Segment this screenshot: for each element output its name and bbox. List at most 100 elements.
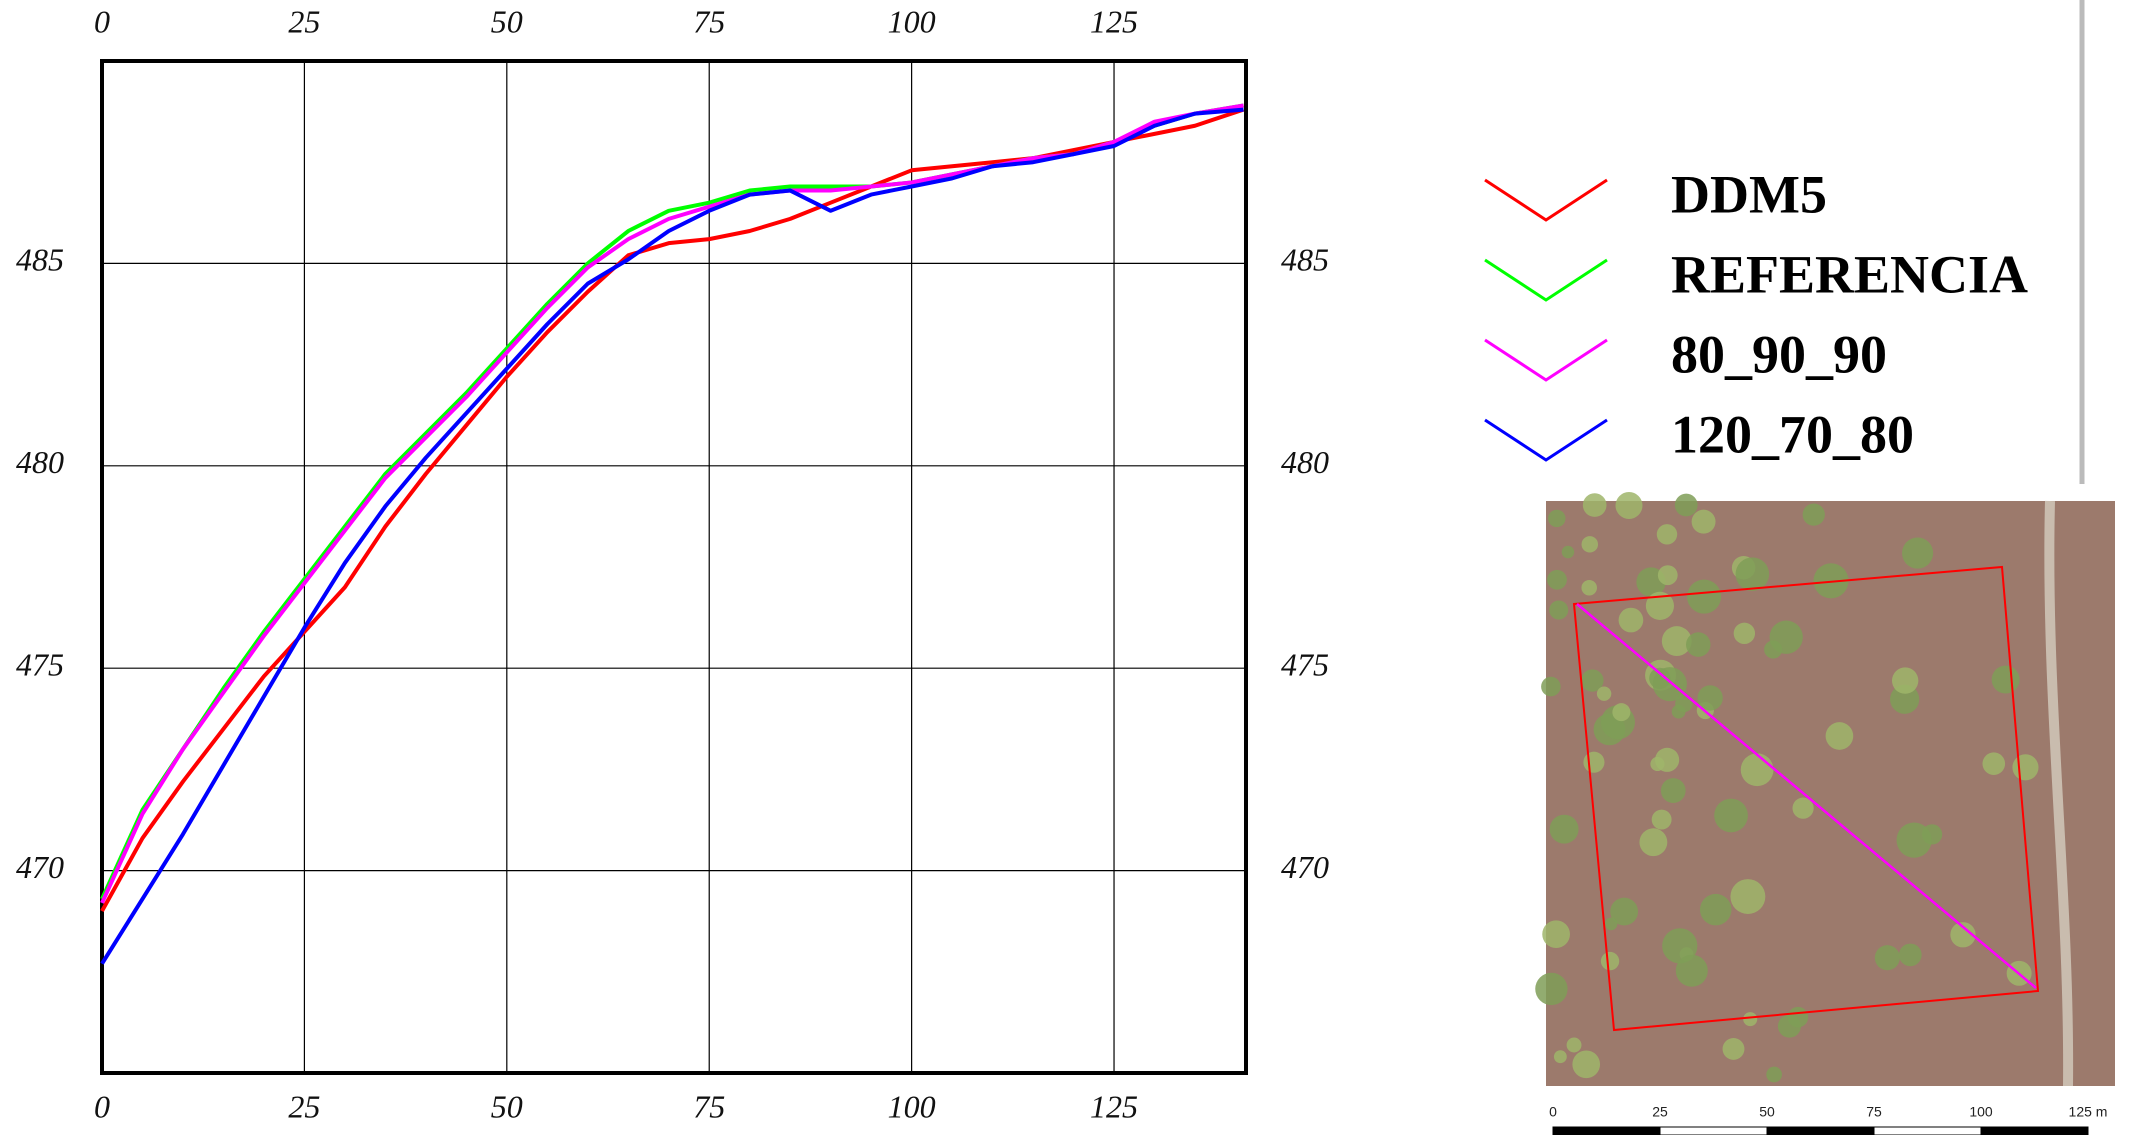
tree [1615,492,1643,520]
scale-label: 0 [1549,1104,1557,1120]
legend-swatch [1484,418,1608,462]
tree [1604,917,1618,931]
tree [2012,754,2039,781]
scale-label: 75 [1866,1104,1882,1120]
tree [1675,694,1693,713]
scale-bar [1873,1126,1982,1136]
legend-swatch [1484,258,1608,302]
scale-label: 100 [1969,1104,1993,1120]
x-tick-label: 125 [1090,3,1138,39]
tree [1553,1050,1567,1064]
tree [1542,920,1570,949]
tree [1662,928,1698,964]
tree [1639,828,1668,857]
tree [1735,557,1770,591]
y-tick-label: 470 [1281,849,1329,885]
profile-series [100,103,1244,900]
tree [1572,1050,1601,1079]
profile-series [100,107,1244,965]
tree [1766,1066,1782,1083]
legend-label: REFERENCIA [1671,244,2028,304]
tree [1535,972,1568,1006]
tree [1651,809,1672,830]
tree [1825,722,1854,750]
tree [1687,579,1722,614]
tree [1581,669,1604,692]
tree [1645,591,1675,620]
tree [1699,893,1732,926]
x-tick-label: 25 [288,1088,320,1124]
tree [1740,753,1774,787]
plot-frame [100,59,1248,1075]
tree [1714,798,1748,833]
tree [1581,536,1599,553]
y-tick-label: 485 [1281,242,1329,278]
tree [1691,509,1716,534]
tree [1896,822,1932,858]
tree [1874,945,1900,971]
tree [1722,1037,1745,1060]
tree [1661,626,1692,657]
tree [1582,493,1607,517]
tree [1656,524,1678,545]
tree [1618,607,1644,633]
tree [1566,1037,1582,1053]
profile-series [100,103,1244,904]
legend-label: 120_70_80 [1671,404,1914,464]
y-tick-label: 480 [1281,444,1329,480]
y-tick-label: 470 [16,849,64,885]
x-tick-label: 125 [1090,1088,1138,1124]
tree [1764,640,1783,659]
y-tick-label: 485 [16,242,64,278]
legend-label: DDM5 [1671,164,1827,224]
tree [1787,1006,1809,1028]
tree [1950,922,1976,948]
tree [1549,600,1569,620]
scale-label: 50 [1759,1104,1775,1120]
tree [1686,632,1711,657]
tree [1547,569,1567,590]
y-tick-label: 475 [1281,647,1329,683]
x-tick-label: 0 [94,3,110,39]
tree [1991,665,2020,694]
tree [1596,686,1612,701]
legend-swatch [1484,178,1608,222]
y-tick-label: 480 [16,444,64,480]
map-inset [1535,492,2115,1087]
tree [1743,1012,1758,1027]
tree [1674,493,1698,517]
tree [1581,579,1597,596]
tree [1660,778,1686,803]
tree [1549,814,1579,844]
tree [1675,954,1708,987]
legend-swatch [1484,338,1608,382]
tree [1730,879,1766,915]
tree [1612,703,1631,722]
tree [1792,797,1814,819]
x-tick-label: 25 [288,3,320,39]
tree [1583,751,1605,773]
tree [1548,509,1566,528]
tree [1657,565,1678,586]
tree [1891,667,1919,694]
x-tick-label: 100 [888,1088,936,1124]
profile-line [1576,603,2037,989]
tree [1898,943,1922,967]
scale-bar [1766,1126,1875,1136]
tree [1600,951,1620,971]
area-outline [1572,565,2040,1032]
x-tick-label: 75 [693,1088,725,1124]
tree [1902,537,1934,569]
tree [1982,752,2006,775]
track [2044,500,2074,1087]
scale-bar [1980,1126,2089,1136]
tree [1610,897,1639,926]
x-tick-label: 50 [491,1088,523,1124]
x-tick-label: 75 [693,3,725,39]
scale-bar [1659,1126,1768,1136]
tree [1650,756,1665,772]
tree [1541,676,1561,697]
x-tick-label: 100 [888,3,936,39]
tree [1697,685,1723,711]
